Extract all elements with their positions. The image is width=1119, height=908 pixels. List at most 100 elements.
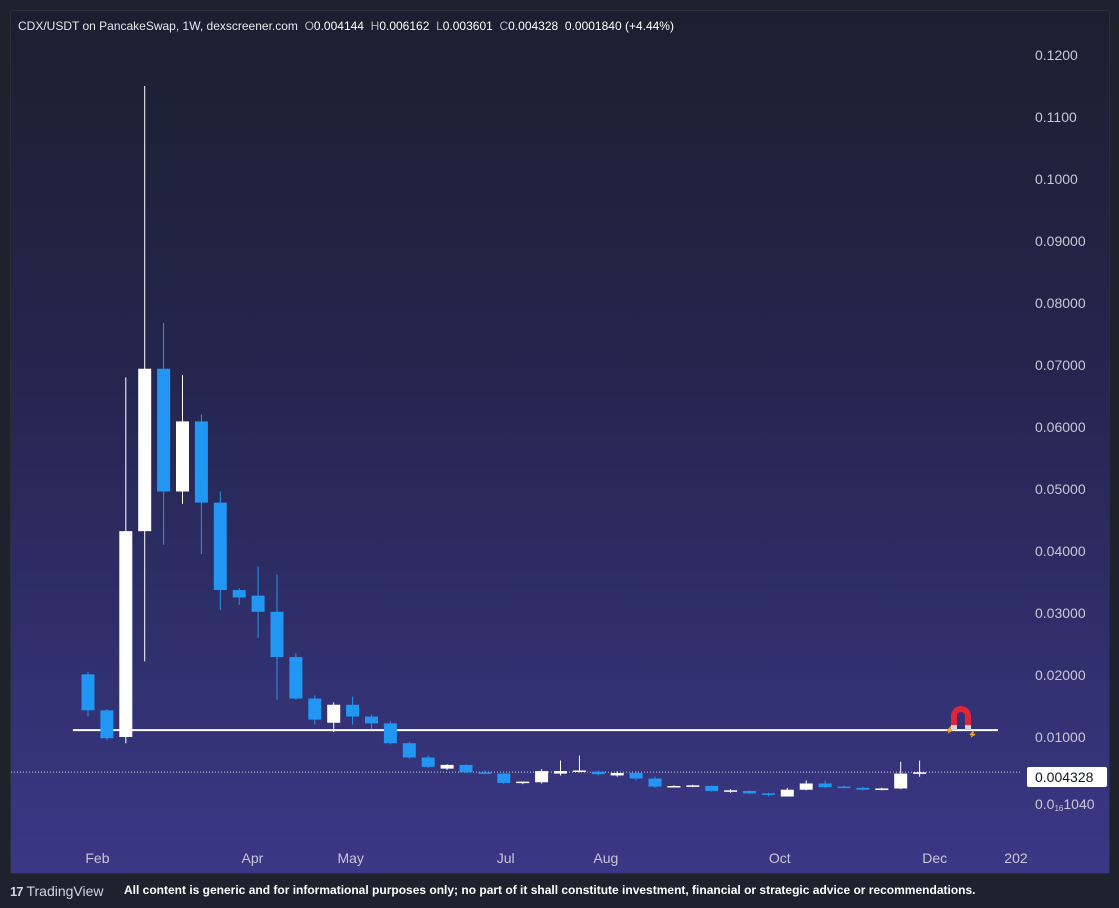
candle[interactable] <box>100 709 114 741</box>
y-tick-label: 0.09000 <box>1035 233 1086 249</box>
candle[interactable] <box>478 770 492 775</box>
candle[interactable] <box>875 787 889 791</box>
low-axis-sub: 16 <box>1054 804 1064 813</box>
candle[interactable] <box>138 86 152 662</box>
candle[interactable] <box>194 414 208 555</box>
tradingview-logo-icon: 17 <box>10 883 24 899</box>
candle[interactable] <box>327 702 341 733</box>
y-tick-label: 0.1000 <box>1035 171 1078 187</box>
candle-body <box>478 772 492 774</box>
candle-body <box>667 785 681 788</box>
chart-frame: 0.1200 0.1100 0.1000 0.09000 0.08000 0.07000 0… <box>10 10 1110 874</box>
candle[interactable] <box>667 785 681 788</box>
low-label: L <box>436 19 443 33</box>
candle-body <box>875 788 889 790</box>
candle[interactable] <box>157 322 171 545</box>
candle[interactable] <box>837 785 851 789</box>
pair-title: CDX/USDT on PancakeSwap, 1W, dexscreener… <box>18 19 298 33</box>
candle[interactable] <box>913 760 927 777</box>
change-value: 0.0001840 (+4.44%) <box>564 19 674 33</box>
candle[interactable] <box>308 695 322 725</box>
y-tick-label: 0.1100 <box>1035 109 1077 125</box>
candle-body <box>648 778 662 787</box>
candle-body <box>270 611 284 658</box>
y-tick-label: 0.06000 <box>1035 419 1086 435</box>
y-tick-label: 0.07000 <box>1035 357 1086 373</box>
y-tick-label: 0.03000 <box>1035 605 1086 621</box>
candle-body <box>81 674 95 711</box>
candle[interactable] <box>705 785 719 792</box>
candle-body <box>157 368 171 492</box>
candle[interactable] <box>724 789 738 793</box>
candle[interactable] <box>289 653 303 700</box>
candle-body <box>516 781 530 784</box>
candle-body <box>289 657 303 699</box>
candle[interactable] <box>383 721 397 745</box>
open-value: 0.004144 <box>313 19 364 33</box>
candle[interactable] <box>213 491 227 610</box>
candle[interactable] <box>176 374 189 504</box>
candle[interactable] <box>365 714 378 730</box>
magnet-icon[interactable] <box>941 699 981 739</box>
candle[interactable] <box>780 787 794 797</box>
x-tick-label: May <box>337 850 363 866</box>
candle-body <box>346 704 360 717</box>
candle[interactable] <box>818 780 832 788</box>
candle[interactable] <box>856 786 870 791</box>
candle[interactable] <box>440 764 454 770</box>
x-tick-label: Jul <box>497 850 515 866</box>
low-axis-prefix: 0.0 <box>1035 796 1055 812</box>
candle-body <box>251 595 265 612</box>
low-value: 0.003601 <box>442 19 493 33</box>
candle[interactable] <box>232 588 246 605</box>
candle[interactable] <box>686 784 700 788</box>
candle-body <box>421 757 435 767</box>
candle-body <box>554 771 567 774</box>
y-tick-label: 0.01000 <box>1035 729 1086 745</box>
candle[interactable] <box>743 790 756 795</box>
candle-body <box>913 772 927 774</box>
candle-body <box>535 771 549 783</box>
candle[interactable] <box>81 671 95 717</box>
candle-body <box>724 790 738 792</box>
candle-body <box>799 783 813 790</box>
candles <box>81 86 927 797</box>
candle-body <box>440 764 454 769</box>
candle[interactable] <box>535 769 549 784</box>
candle-body <box>365 716 378 724</box>
candle[interactable] <box>554 760 567 776</box>
candle-body <box>459 764 473 773</box>
candle[interactable] <box>516 781 530 785</box>
candle[interactable] <box>591 770 605 776</box>
high-label: H <box>370 19 380 33</box>
candlestick-chart[interactable]: 0.1200 0.1100 0.1000 0.09000 0.08000 0.07000 0… <box>11 11 1109 873</box>
candle[interactable] <box>629 771 643 781</box>
candle-body <box>138 368 152 532</box>
candle[interactable] <box>119 377 133 744</box>
current-price-badge: 0.004328 <box>1027 767 1107 787</box>
candle[interactable] <box>572 755 586 773</box>
x-tick-label: Aug <box>593 850 618 866</box>
low-axis-suffix: 1040 <box>1063 796 1095 812</box>
y-tick-label: 0.05000 <box>1035 481 1086 497</box>
candle[interactable] <box>251 566 265 638</box>
candle[interactable] <box>894 761 908 790</box>
candle-body <box>761 793 775 795</box>
footer: 17 TradingView All content is generic an… <box>0 874 1119 908</box>
candle[interactable] <box>270 574 284 700</box>
candle[interactable] <box>421 755 435 768</box>
candle-body <box>213 502 227 591</box>
candle[interactable] <box>459 764 473 773</box>
y-tick-label: 0.1200 <box>1035 47 1078 63</box>
candle[interactable] <box>648 776 662 788</box>
candle[interactable] <box>799 780 813 791</box>
candle[interactable] <box>402 741 416 759</box>
y-tick-label: 0.02000 <box>1035 667 1086 683</box>
candle-body <box>705 785 719 791</box>
candle[interactable] <box>497 772 511 785</box>
candle[interactable] <box>610 771 624 777</box>
candle-body <box>194 421 208 503</box>
candle[interactable] <box>761 792 775 797</box>
candle[interactable] <box>346 696 360 725</box>
tradingview-logo[interactable]: 17 TradingView <box>10 883 104 899</box>
